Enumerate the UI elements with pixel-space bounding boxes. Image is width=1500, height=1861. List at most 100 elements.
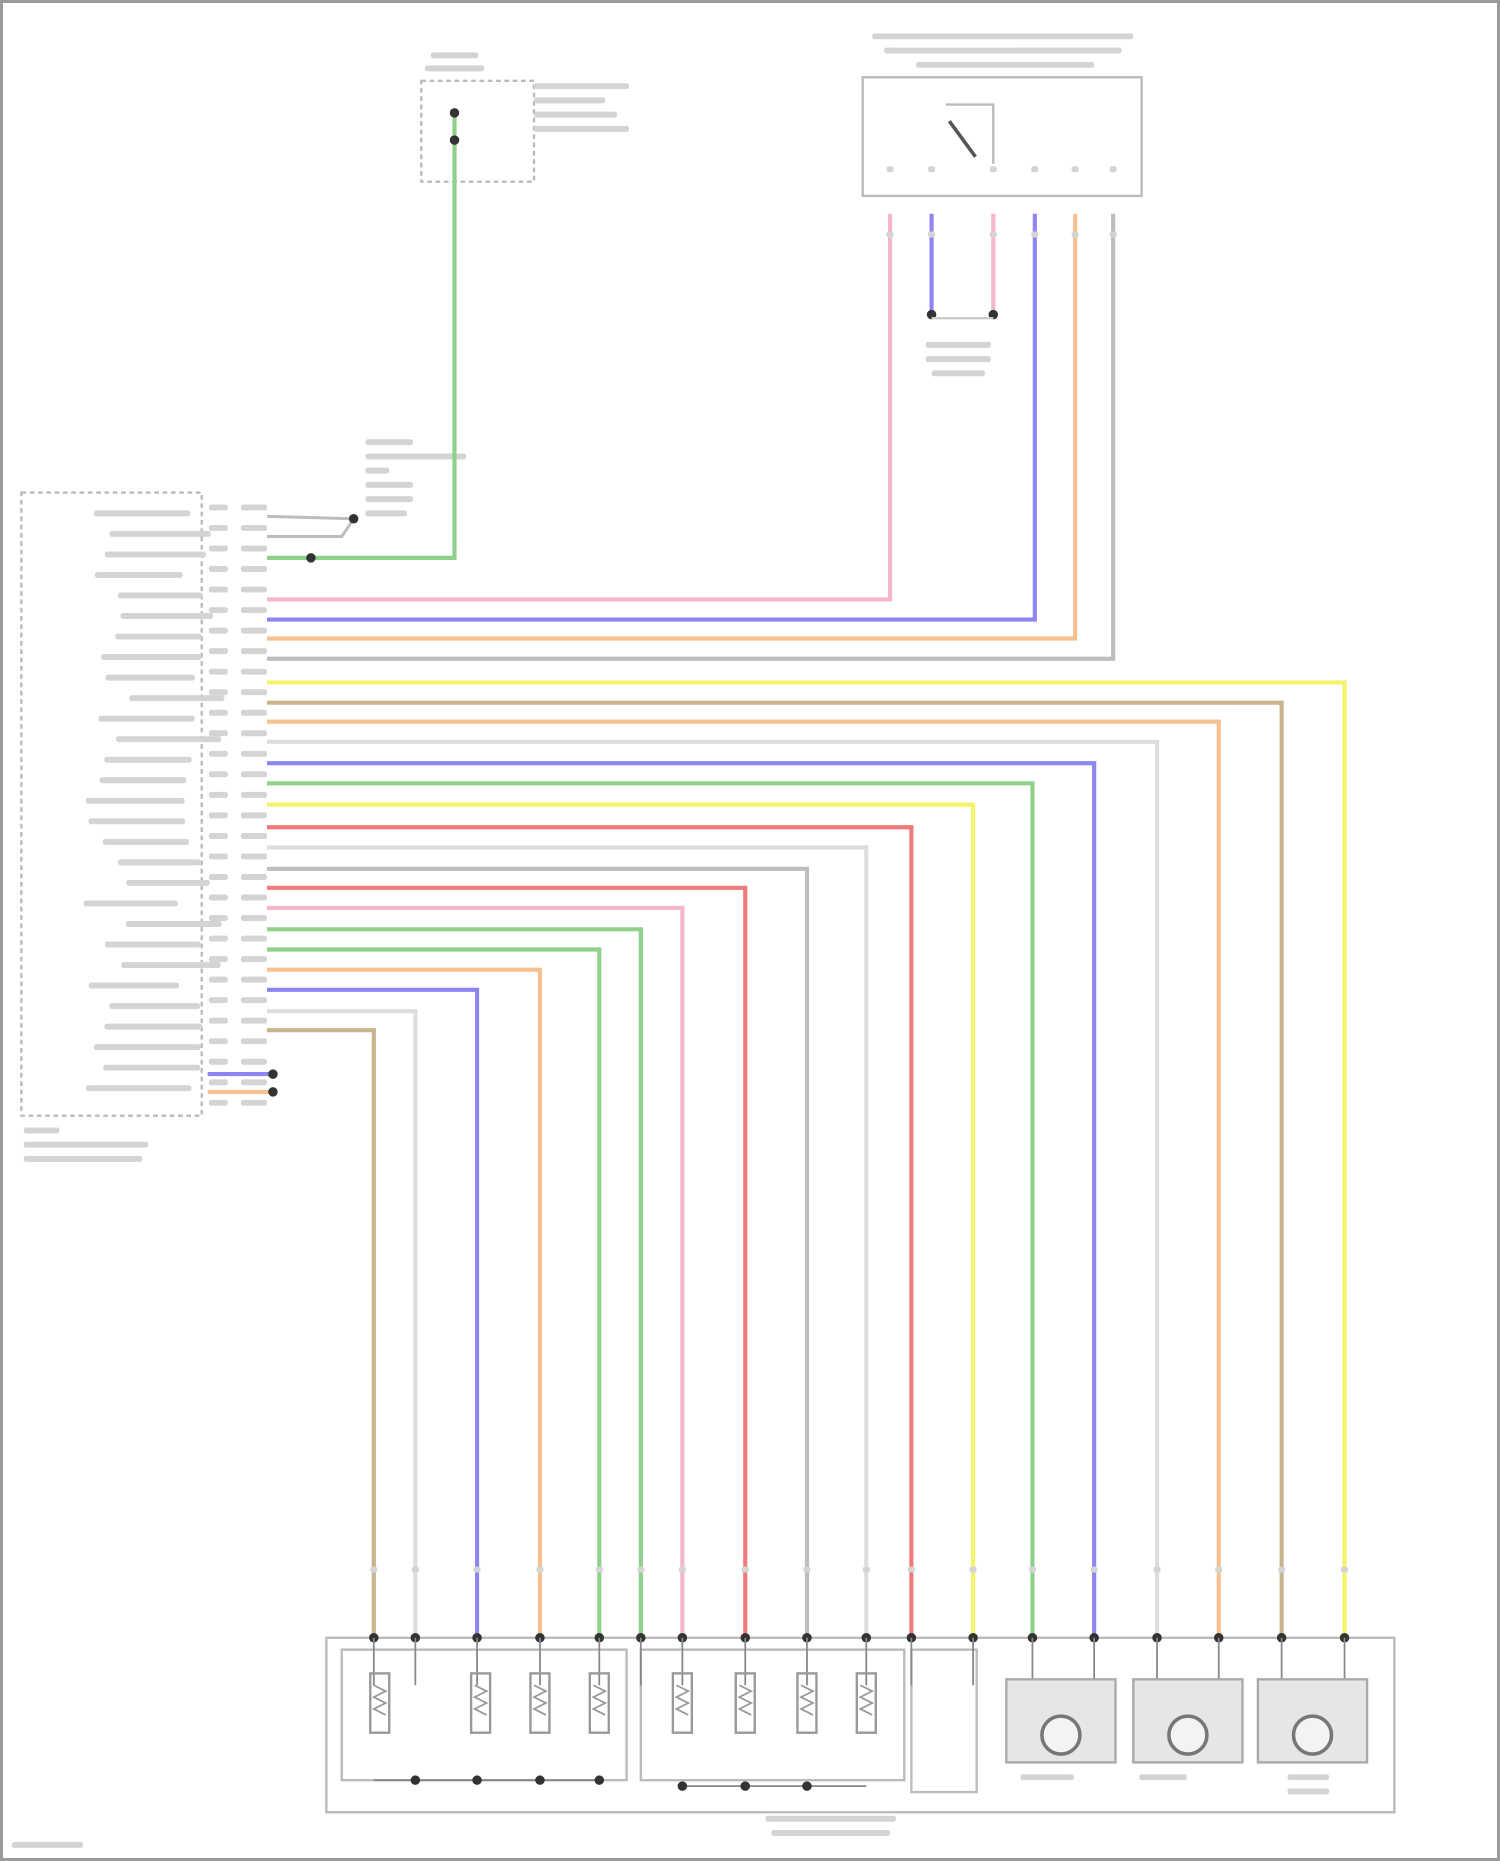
text-placeholder [121, 613, 213, 619]
text-placeholder [241, 546, 267, 552]
text-placeholder [863, 1567, 870, 1573]
coil-winding [374, 1685, 386, 1715]
text-placeholder [803, 1567, 810, 1573]
text-placeholder [84, 900, 178, 906]
text-placeholder [926, 342, 991, 348]
fuse-terminal [450, 108, 459, 117]
text-placeholder [1072, 166, 1079, 172]
coil-winding [860, 1685, 872, 1715]
text-placeholder [209, 1079, 228, 1085]
text-placeholder [103, 1065, 200, 1071]
text-placeholder [94, 1044, 201, 1050]
text-placeholder [115, 634, 201, 640]
text-placeholder [765, 1816, 896, 1822]
text-placeholder [473, 1567, 480, 1573]
text-placeholder [241, 812, 267, 818]
text-placeholder [103, 839, 189, 845]
text-placeholder [209, 1018, 228, 1024]
text-placeholder [1110, 166, 1117, 172]
text-placeholder [209, 751, 228, 757]
wire-pink [267, 214, 890, 600]
text-placeholder [241, 669, 267, 675]
text-placeholder [209, 566, 228, 572]
text-placeholder [209, 607, 228, 613]
splice [595, 1775, 604, 1784]
text-placeholder [908, 1567, 915, 1573]
wire-gray [267, 516, 354, 518]
text-placeholder [241, 874, 267, 880]
text-placeholder [104, 1024, 202, 1030]
switch-contact [949, 121, 975, 157]
text-placeholder [118, 859, 201, 865]
coil-winding [475, 1685, 487, 1715]
sensor-coil-icon [1042, 1716, 1080, 1754]
sensor-coil-icon [1169, 1716, 1207, 1754]
text-placeholder [241, 566, 267, 572]
wire-red [267, 888, 745, 1638]
text-placeholder [95, 572, 183, 578]
splice [472, 1775, 481, 1784]
text-placeholder [86, 798, 185, 804]
splice [678, 1781, 687, 1790]
splice [535, 1775, 544, 1784]
text-placeholder [884, 48, 1121, 54]
text-placeholder [679, 1567, 686, 1573]
text-placeholder [771, 1830, 890, 1836]
text-placeholder [370, 1567, 377, 1573]
text-placeholder [241, 587, 267, 593]
solenoid-group-2 [641, 1650, 904, 1781]
text-placeholder [209, 853, 228, 859]
fuse-terminal [450, 135, 459, 144]
text-placeholder [366, 453, 467, 459]
text-placeholder [209, 669, 228, 675]
text-placeholder [101, 654, 201, 660]
text-placeholder [241, 504, 267, 510]
splice [741, 1781, 750, 1790]
text-placeholder [105, 551, 206, 557]
text-placeholder [366, 482, 413, 488]
pcm-connector-box [21, 493, 201, 1116]
text-placeholder [886, 232, 893, 238]
wire-orange [267, 970, 540, 1638]
fuse-box [421, 81, 534, 182]
wire-orange [267, 722, 1219, 1638]
text-placeholder [109, 1003, 200, 1009]
text-placeholder [241, 689, 267, 695]
text-placeholder [118, 593, 203, 599]
text-placeholder [241, 1079, 267, 1085]
wire-green [267, 929, 641, 1637]
text-placeholder [534, 112, 617, 118]
wire-gray [267, 519, 354, 537]
text-placeholder [412, 1567, 419, 1573]
splice [268, 1087, 277, 1096]
text-placeholder [928, 166, 935, 172]
text-placeholder [742, 1567, 749, 1573]
text-placeholder [536, 1567, 543, 1573]
text-placeholder [121, 962, 220, 968]
coil-winding [739, 1685, 751, 1715]
text-placeholder [209, 771, 228, 777]
text-placeholder [1021, 1774, 1074, 1780]
text-placeholder [534, 97, 605, 103]
text-placeholder [241, 1059, 267, 1065]
text-placeholder [94, 510, 191, 516]
text-placeholder [241, 833, 267, 839]
text-placeholder [241, 607, 267, 613]
text-placeholder [241, 1100, 267, 1106]
text-placeholder [1139, 1774, 1186, 1780]
text-placeholder [116, 736, 221, 742]
text-placeholder [1110, 232, 1117, 238]
text-placeholder [241, 997, 267, 1003]
wire-tan [267, 1030, 374, 1638]
text-placeholder [209, 812, 228, 818]
text-placeholder [928, 232, 935, 238]
text-placeholder [425, 65, 484, 71]
text-placeholder [241, 751, 267, 757]
text-placeholder [209, 874, 228, 880]
text-placeholder [99, 716, 195, 722]
text-placeholder [209, 648, 228, 654]
text-placeholder [109, 531, 210, 537]
text-placeholder [209, 710, 228, 716]
text-placeholder [209, 628, 228, 634]
text-placeholder [89, 983, 179, 989]
